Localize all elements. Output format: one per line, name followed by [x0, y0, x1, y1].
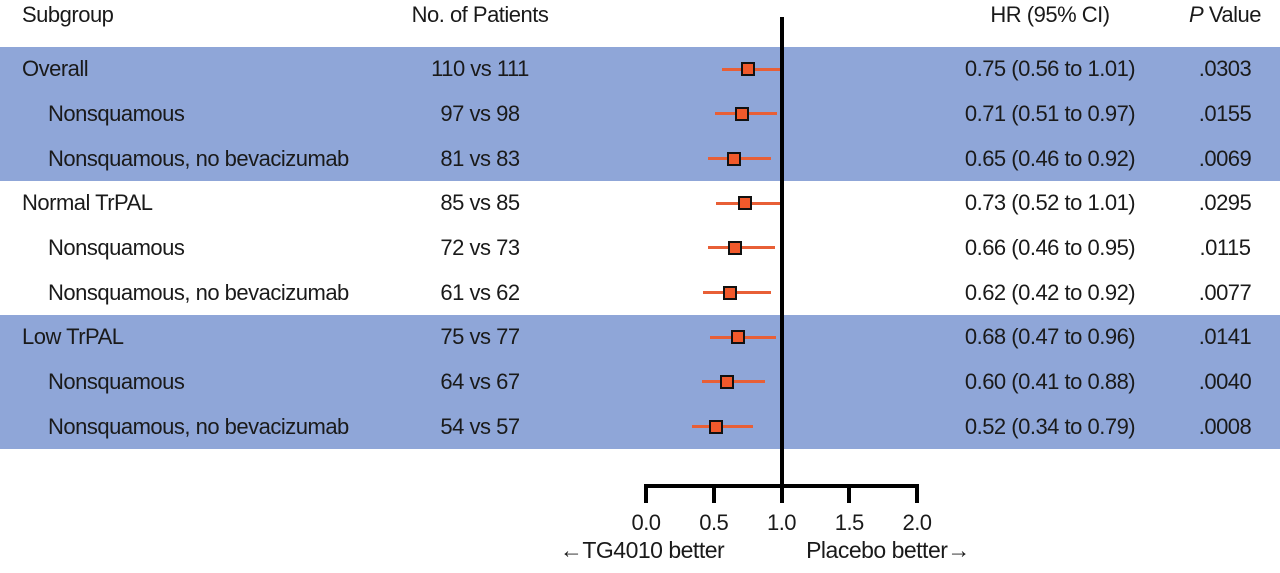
column-header-subgroup: Subgroup [22, 2, 114, 27]
x-axis-tick-label: 1.0 [766, 510, 797, 535]
p-value: .0077 [1198, 279, 1252, 305]
p-value: .0008 [1198, 413, 1252, 439]
hr-ci-value: 0.62 (0.42 to 0.92) [964, 279, 1136, 305]
subgroup-label: Overall [22, 56, 89, 82]
x-axis-tick-label: 0.0 [631, 510, 661, 535]
subgroup-label: Nonsquamous [48, 368, 185, 394]
hr-point-marker [727, 151, 742, 166]
x-axis-tick-label: 1.5 [834, 510, 865, 535]
x-axis-tick-label: 2.0 [902, 510, 932, 535]
x-axis-tick [915, 484, 919, 503]
x-axis-tick [779, 484, 784, 503]
p-value: .0155 [1198, 100, 1252, 126]
reference-line [779, 17, 784, 503]
hr-point-marker [728, 240, 743, 255]
patients-value: 61 vs 62 [440, 279, 520, 305]
table-row: Normal TrPAL 85 vs 85 0.73 (0.52 to 1.01).… [0, 181, 1280, 226]
patients-value: 72 vs 73 [440, 234, 520, 260]
p-value: .0040 [1198, 368, 1252, 394]
column-header-p-value: P Value [1155, 2, 1280, 28]
column-header-patients: No. of Patients [411, 2, 549, 27]
table-row: Low TrPAL 75 vs 77 0.68 (0.47 to 0.96) .014… [0, 315, 1280, 360]
x-axis-tick [847, 484, 852, 503]
patients-value: 85 vs 85 [440, 190, 520, 216]
hr-ci-value: 0.75 (0.56 to 1.01) [964, 56, 1136, 82]
subgroup-label: Nonsquamous, no bevacizumab [48, 413, 349, 439]
hr-point-marker [709, 419, 724, 434]
hr-point-marker [740, 62, 755, 77]
p-value: .0141 [1198, 324, 1252, 350]
table-row: Nonsquamous, no bevacizumab 81 vs 83 0.65 … [0, 136, 1280, 181]
hr-point-marker [737, 196, 752, 211]
x-axis-label-left: ←TG4010 better [559, 537, 725, 563]
table-row: Nonsquamous 72 vs 73 0.66 (0.46 to 0.95) .0… [0, 226, 1280, 271]
hr-ci-value: 0.60 (0.41 to 0.88) [964, 368, 1136, 394]
hr-ci-value: 0.68 (0.47 to 0.96) [964, 324, 1136, 350]
x-axis-tick [711, 484, 716, 503]
subgroup-label: Low TrPAL [22, 324, 124, 350]
subgroup-label: Nonsquamous, no bevacizumab [48, 145, 349, 171]
subgroup-label: Normal TrPAL [22, 190, 153, 216]
hr-point-marker [720, 374, 735, 389]
hr-point-marker [731, 330, 746, 345]
patients-value: 75 vs 77 [440, 324, 520, 350]
patients-value: 97 vs 98 [440, 100, 520, 126]
x-axis-label-right: Placebo better→ [806, 537, 970, 563]
hr-ci-value: 0.71 (0.51 to 0.97) [964, 100, 1136, 126]
p-value: .0303 [1198, 56, 1252, 82]
x-axis-tick [644, 484, 648, 503]
p-value-italic-p: P [1189, 2, 1204, 27]
subgroup-label: Nonsquamous [48, 234, 185, 260]
hr-ci-value: 0.66 (0.46 to 0.95) [964, 234, 1136, 260]
p-value: .0115 [1199, 234, 1251, 260]
hr-point-marker [735, 106, 750, 121]
patients-value: 81 vs 83 [440, 145, 520, 171]
p-value: .0295 [1198, 190, 1252, 216]
hr-ci-value: 0.73 (0.52 to 1.01) [964, 190, 1136, 216]
x-axis-tick-label: 0.5 [699, 510, 729, 535]
hr-ci-value: 0.52 (0.34 to 0.79) [964, 413, 1136, 439]
subgroup-label: Nonsquamous, no bevacizumab [48, 279, 349, 305]
patients-value: 54 vs 57 [440, 413, 520, 439]
subgroup-label: Nonsquamous [48, 100, 185, 126]
table-row: Nonsquamous 64 vs 67 0.60 (0.41 to 0.88) .0… [0, 360, 1280, 405]
shaded-band [0, 315, 1280, 449]
hr-ci-value: 0.65 (0.46 to 0.92) [964, 145, 1136, 171]
column-header-hr-ci: HR (95% CI) [990, 2, 1110, 27]
table-row: Overall 110 vs 111 0.75 (0.56 to 1.01) .030… [0, 47, 1280, 92]
shaded-band [0, 47, 1280, 181]
table-row: Nonsquamous, no bevacizumab 61 vs 62 0.62 … [0, 270, 1280, 315]
patients-value: 110 vs 111 [431, 56, 529, 82]
patients-value: 64 vs 67 [440, 368, 520, 394]
table-row: Nonsquamous, no bevacizumab 54 vs 57 0.52 … [0, 404, 1280, 449]
p-value: .0069 [1198, 145, 1252, 171]
table-row: Nonsquamous 97 vs 98 0.71 (0.51 to 0.97) .0… [0, 92, 1280, 137]
hr-point-marker [723, 285, 737, 300]
p-value-rest: Value [1203, 2, 1262, 27]
